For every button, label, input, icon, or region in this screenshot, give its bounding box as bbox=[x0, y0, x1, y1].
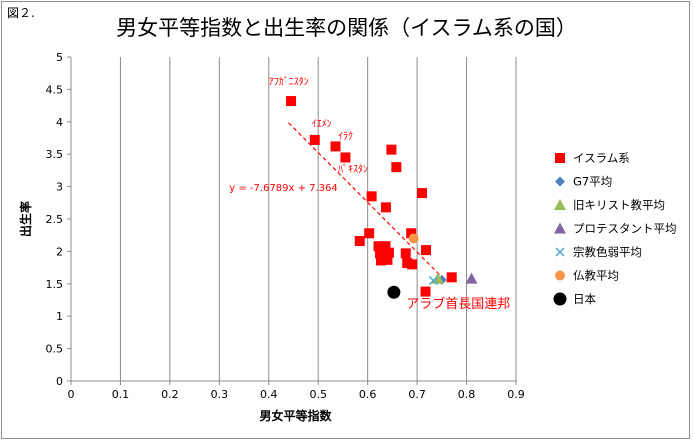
legend-marker bbox=[554, 199, 566, 210]
legend-label: 宗教色弱平均 bbox=[573, 245, 642, 259]
point-series-0 bbox=[446, 272, 457, 283]
legend-item: 宗教色弱平均 bbox=[555, 245, 642, 259]
point-series-0 bbox=[406, 228, 417, 239]
x-tick-label: 0.5 bbox=[309, 388, 327, 401]
x-tick-label: 0.7 bbox=[408, 388, 426, 401]
annotation-label: ﾊﾟｷｽﾀﾝ bbox=[338, 163, 368, 175]
legend-label: プロテスタント平均 bbox=[573, 222, 677, 236]
legend-marker bbox=[555, 247, 565, 257]
legend-label: G7平均 bbox=[573, 175, 612, 189]
point-series-0 bbox=[354, 236, 365, 247]
legend-item: プロテスタント平均 bbox=[554, 222, 677, 236]
x-tick-label: 0.9 bbox=[507, 388, 525, 401]
figure-label: 図２. bbox=[7, 6, 35, 20]
point-series-0 bbox=[386, 144, 397, 155]
annotation-label: ｲｴﾒﾝ bbox=[312, 119, 332, 130]
annotation-label: y = -7.6789x + 7.364 bbox=[229, 183, 338, 194]
point-series-0 bbox=[330, 141, 341, 152]
point-series-0 bbox=[421, 245, 432, 256]
y-tick-label: 0 bbox=[56, 375, 63, 388]
legend-item: 仏教平均 bbox=[555, 269, 619, 283]
point-series-0 bbox=[373, 241, 384, 252]
y-tick-label: 1.5 bbox=[46, 278, 64, 291]
x-axis-title: 男女平等指数 bbox=[259, 408, 332, 423]
legend-marker-stroke bbox=[555, 247, 565, 257]
y-axis-title: 出生率 bbox=[18, 201, 33, 237]
point-series-0 bbox=[376, 255, 387, 266]
point-series-0 bbox=[340, 152, 351, 163]
y-tick-label: 1 bbox=[56, 310, 63, 323]
trendline-line bbox=[288, 122, 448, 283]
legend-marker bbox=[555, 270, 565, 281]
y-tick-label: 2 bbox=[56, 245, 63, 258]
point-series-6 bbox=[387, 285, 401, 299]
y-tick-label: 4.5 bbox=[46, 83, 64, 96]
point-series-4-stroke bbox=[428, 276, 438, 286]
point-series-0 bbox=[391, 162, 402, 173]
point-series-0 bbox=[420, 286, 431, 297]
point-series-0 bbox=[383, 247, 394, 258]
point-series-0 bbox=[380, 241, 391, 252]
y-tick-label: 3.5 bbox=[46, 148, 64, 161]
point-series-4 bbox=[428, 276, 438, 286]
point-series-0 bbox=[366, 191, 377, 202]
legend-label: 仏教平均 bbox=[573, 269, 619, 283]
x-tick-label: 0.3 bbox=[211, 388, 229, 401]
point-series-2 bbox=[431, 272, 444, 284]
y-tick-label: 2.5 bbox=[46, 213, 64, 226]
legend-item: 旧キリスト教平均 bbox=[554, 198, 665, 212]
point-series-5 bbox=[408, 233, 419, 244]
axes bbox=[67, 56, 517, 385]
y-tick-label: 3 bbox=[56, 181, 63, 194]
legend-label: 旧キリスト教平均 bbox=[573, 198, 665, 212]
grid-lines bbox=[119, 57, 517, 381]
legend-marker bbox=[555, 176, 565, 187]
annotation-label: ｱﾌｶﾞﾆｽﾀﾝ bbox=[269, 76, 309, 88]
point-series-0 bbox=[382, 254, 393, 265]
legend-marker bbox=[553, 292, 567, 306]
x-tick-label: 0.8 bbox=[458, 388, 476, 401]
data-points bbox=[286, 96, 478, 299]
point-series-0 bbox=[417, 188, 428, 199]
x-tick-label: 0.2 bbox=[161, 388, 179, 401]
annotation-label: アラブ首長国連邦 bbox=[406, 296, 510, 312]
point-series-0 bbox=[309, 134, 320, 145]
tick-labels: 0 0.1 0.2 0.3 0.4 0.5 0.6 0.7 0.8 0.9 0 0.5 1 1.5 2 2.5… bbox=[46, 51, 525, 401]
point-series-0 bbox=[407, 259, 418, 270]
point-series-0 bbox=[375, 248, 386, 259]
point-series-0 bbox=[380, 202, 391, 213]
point-series-0 bbox=[364, 228, 375, 239]
legend-item: イスラム系 bbox=[555, 151, 630, 165]
x-tick-label: 0.6 bbox=[359, 388, 377, 401]
chart-title: 男女平等指数と出生率の関係（イスラム系の国） bbox=[116, 16, 577, 40]
point-series-0 bbox=[400, 248, 411, 259]
trendline bbox=[288, 122, 448, 283]
legend-item: G7平均 bbox=[555, 175, 612, 189]
y-tick-label: 4 bbox=[56, 116, 63, 129]
legend-marker bbox=[555, 153, 565, 163]
legend-marker bbox=[554, 222, 566, 234]
y-tick-label: 5 bbox=[56, 51, 63, 64]
x-tick-label: 0 bbox=[68, 388, 75, 401]
y-tick-label: 0.5 bbox=[46, 343, 64, 356]
x-tick-label: 0.1 bbox=[112, 388, 130, 401]
point-series-3 bbox=[465, 272, 478, 284]
legend-item: 日本 bbox=[553, 292, 596, 306]
annotation-label: ｲﾗｸ bbox=[338, 130, 353, 142]
legend-label: イスラム系 bbox=[573, 151, 630, 165]
point-series-0 bbox=[286, 96, 297, 107]
legend-label: 日本 bbox=[573, 292, 596, 306]
x-tick-label: 0.4 bbox=[260, 388, 278, 401]
